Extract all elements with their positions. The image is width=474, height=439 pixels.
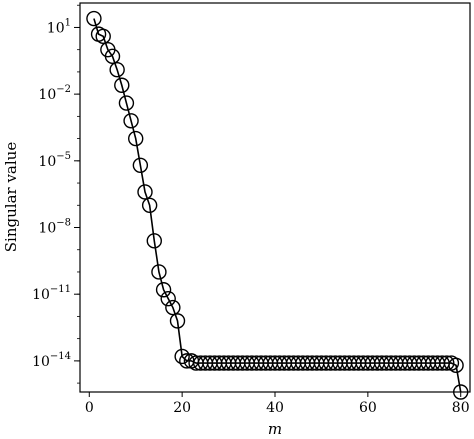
x-tick-label: 20 — [173, 400, 191, 416]
data-point-marker — [160, 290, 176, 307]
data-point-marker — [104, 48, 121, 65]
data-point-marker — [109, 61, 125, 78]
data-point-marker — [146, 233, 162, 249]
data-point-marker — [439, 355, 455, 371]
y-tick-label: 10−11 — [32, 284, 71, 303]
data-point-marker — [155, 282, 172, 298]
data-point-marker — [141, 197, 158, 213]
x-axis-label: m — [268, 420, 282, 438]
data-point-marker — [118, 95, 135, 111]
data-point-marker — [174, 348, 190, 365]
y-tick-label: 10−5 — [38, 151, 71, 170]
y-tick-label: 10−14 — [32, 351, 71, 370]
plot-frame — [79, 2, 471, 393]
y-tick-label: 10−8 — [38, 218, 71, 237]
data-point-marker — [448, 357, 464, 374]
y-tick-label: 101 — [47, 17, 71, 36]
data-point-marker — [114, 77, 130, 93]
data-point-marker — [137, 184, 153, 200]
y-axis-label: Singular value — [2, 142, 20, 253]
plot-area — [80, 3, 470, 392]
data-point-marker — [95, 28, 111, 45]
data-point-marker — [169, 313, 186, 329]
x-tick-label: 60 — [359, 400, 377, 416]
x-axis-ticks: 0 20 40 60 80 — [85, 392, 470, 416]
data-point-marker — [165, 299, 181, 316]
x-tick-label: 80 — [452, 400, 470, 416]
data-point-marker — [151, 264, 167, 280]
y-axis-ticks: 101 10−2 10−5 10−8 10−11 10−14 — [32, 4, 80, 384]
data-point-marker — [132, 157, 149, 173]
data-point-marker — [86, 10, 102, 27]
x-tick-label: 40 — [266, 400, 284, 416]
data-point-marker — [128, 130, 144, 147]
series-layer — [86, 10, 469, 400]
data-point-marker — [123, 113, 139, 129]
y-tick-label: 10−2 — [38, 84, 71, 103]
x-tick-label: 0 — [85, 400, 94, 416]
